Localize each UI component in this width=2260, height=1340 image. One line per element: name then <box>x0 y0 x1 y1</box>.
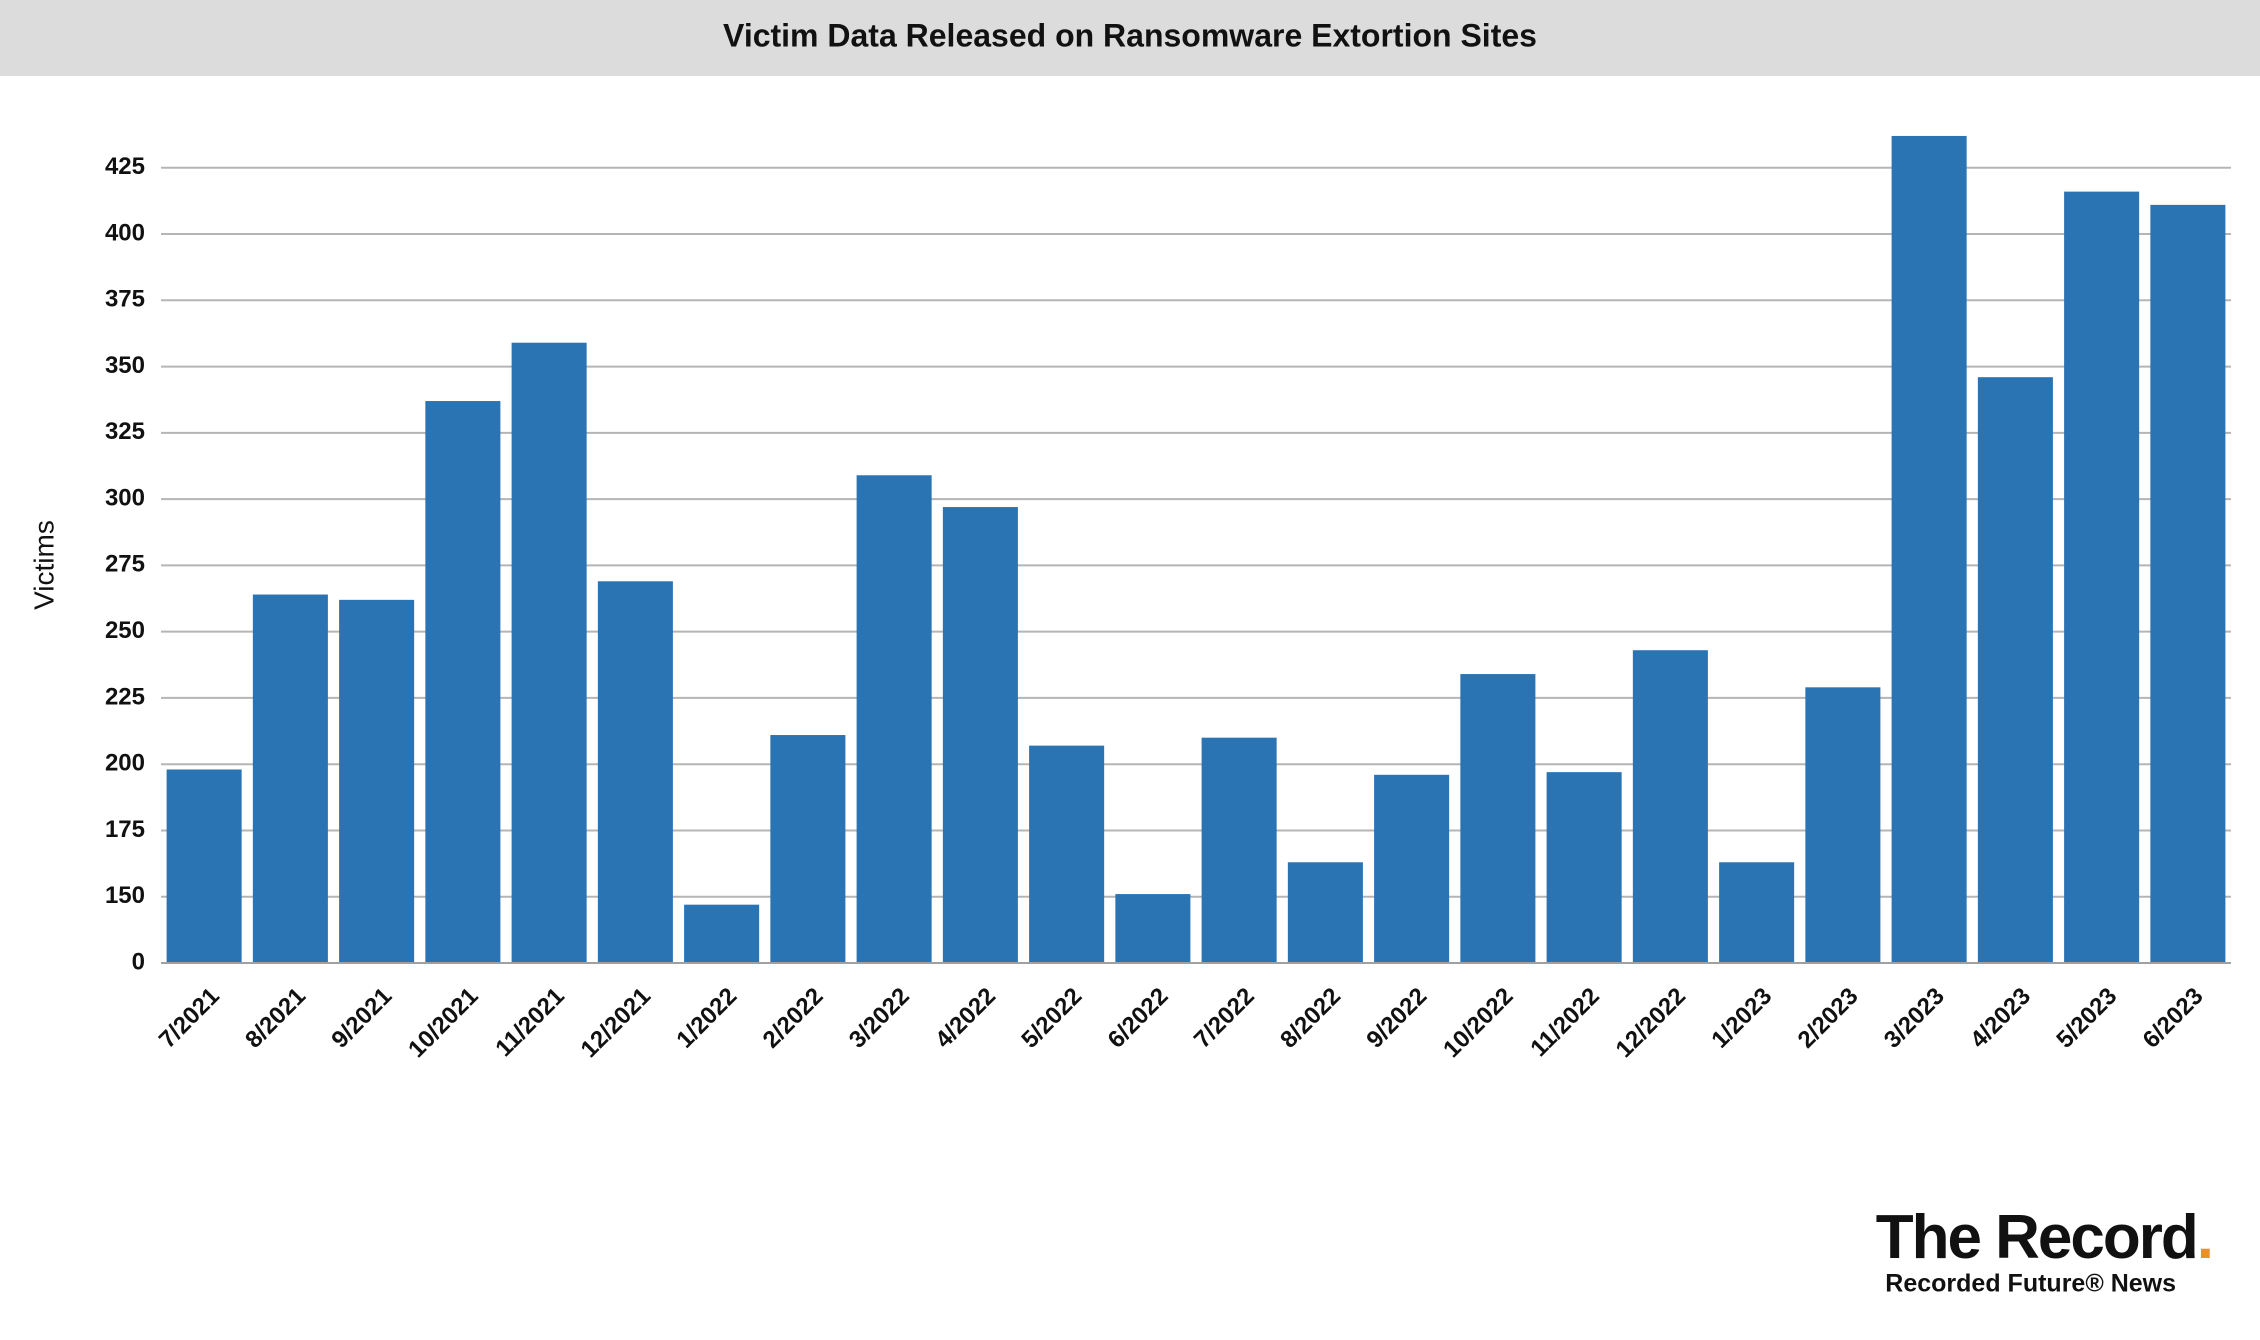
x-tick-label: 2/2023 <box>1793 983 1864 1054</box>
bar <box>770 735 846 963</box>
x-tick-label: 1/2023 <box>1706 983 1777 1054</box>
y-tick-label: 250 <box>105 617 145 644</box>
y-tick-label: 400 <box>105 219 145 246</box>
bar <box>1287 862 1363 963</box>
bar <box>425 401 501 963</box>
logo-name: The Record <box>1876 1203 2197 1272</box>
x-tick-label: 2/2022 <box>758 983 829 1054</box>
bar <box>1374 774 1450 963</box>
x-tick-label: 10/2022 <box>1438 983 1518 1063</box>
logo-title: The Record. <box>1876 1203 2212 1272</box>
y-tick-label: 300 <box>105 484 145 511</box>
logo-subtitle: Recorded Future® News <box>1885 1270 2176 1298</box>
bar <box>166 769 242 963</box>
x-tick-label: 12/2022 <box>1611 983 1691 1063</box>
x-tick-label: 5/2022 <box>1016 983 1087 1054</box>
bar <box>2150 204 2226 963</box>
logo-dot: . <box>2197 1203 2212 1272</box>
bar <box>1029 745 1105 963</box>
bar <box>511 342 587 963</box>
bar <box>856 475 932 963</box>
y-tick-label: 0 <box>132 948 145 975</box>
y-tick-label: 325 <box>105 418 145 445</box>
x-tick-label: 12/2021 <box>576 983 656 1063</box>
x-tick-label: 7/2022 <box>1189 983 1260 1054</box>
bar <box>1805 687 1881 963</box>
y-tick-label: 150 <box>105 882 145 909</box>
x-tick-label: 11/2021 <box>490 983 570 1063</box>
bar <box>1115 894 1191 963</box>
bar <box>684 904 760 963</box>
chart-title: Victim Data Released on Ransomware Extor… <box>723 17 1537 53</box>
y-tick-label: 275 <box>105 551 145 578</box>
y-tick-label: 350 <box>105 352 145 379</box>
y-tick-label: 175 <box>105 816 145 843</box>
x-tick-label: 9/2022 <box>1361 983 1432 1054</box>
x-tick-label: 8/2022 <box>1275 983 1346 1054</box>
title-band <box>0 0 2260 76</box>
bar <box>1460 674 1536 963</box>
x-tick-label: 9/2021 <box>326 983 397 1054</box>
bar <box>942 507 1018 963</box>
x-tick-label: 8/2021 <box>240 983 311 1054</box>
x-tick-label: 6/2023 <box>2138 983 2209 1054</box>
bar <box>252 594 328 963</box>
x-tick-label: 7/2021 <box>154 983 225 1054</box>
bar <box>2064 191 2140 964</box>
bar <box>1546 772 1622 963</box>
x-tick-label: 6/2022 <box>1103 983 1174 1054</box>
x-tick-label: 4/2023 <box>1965 983 2036 1054</box>
bar <box>1719 862 1795 963</box>
x-tick-label: 5/2023 <box>2051 983 2122 1054</box>
x-tick-label: 11/2022 <box>1525 983 1605 1063</box>
bar <box>1201 737 1277 963</box>
x-tick-label: 3/2023 <box>1879 983 1950 1054</box>
bar <box>339 599 415 963</box>
bar <box>1891 135 1967 963</box>
bar <box>597 581 673 963</box>
y-tick-label: 225 <box>105 683 145 710</box>
bar <box>1977 377 2053 964</box>
x-tick-label: 1/2022 <box>671 983 742 1054</box>
x-tick-label: 4/2022 <box>930 983 1001 1054</box>
y-tick-label: 200 <box>105 750 145 777</box>
y-axis-label: Victims <box>28 520 59 610</box>
bar <box>1632 650 1708 963</box>
y-tick-label: 375 <box>105 286 145 313</box>
x-tick-label: 3/2022 <box>844 983 915 1054</box>
y-tick-label: 425 <box>105 153 145 180</box>
x-tick-label: 10/2021 <box>403 983 483 1063</box>
